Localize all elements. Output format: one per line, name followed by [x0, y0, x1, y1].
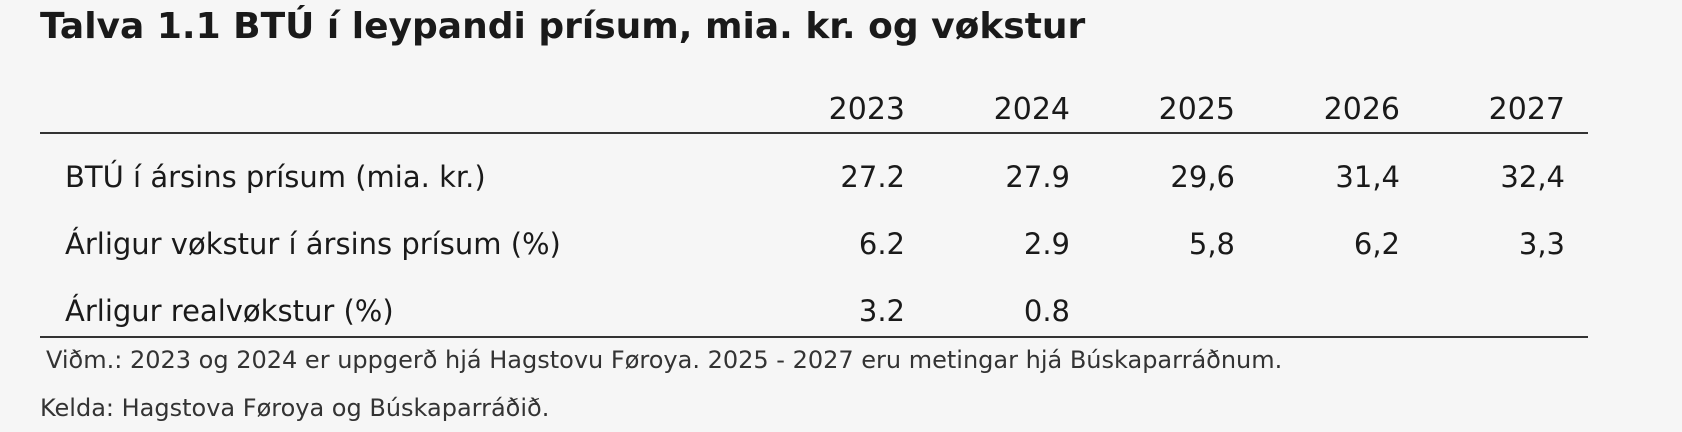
source: Kelda: Hagstova Føroya og Búskaparráðið.: [40, 394, 550, 422]
cell: 3,3: [1518, 227, 1565, 261]
header-rule: [40, 132, 1588, 134]
cell: 31,4: [1335, 160, 1400, 194]
bottom-rule: [40, 336, 1588, 338]
column-header: 2024: [993, 92, 1070, 127]
cell: 27.2: [840, 160, 905, 194]
cell: 29,6: [1170, 160, 1235, 194]
cell: 6.2: [858, 227, 905, 261]
cell: 32,4: [1500, 160, 1565, 194]
column-header: 2027: [1488, 92, 1565, 127]
cell: 5,8: [1188, 227, 1235, 261]
cell: 6,2: [1353, 227, 1400, 261]
cell: 2.9: [1023, 227, 1070, 261]
column-header: 2023: [828, 92, 905, 127]
cell: 27.9: [1005, 160, 1070, 194]
cell: 0.8: [1023, 294, 1070, 328]
cell: 3.2: [858, 294, 905, 328]
row-label: BTÚ í ársins prísum (mia. kr.): [65, 160, 486, 194]
column-header: 2026: [1323, 92, 1400, 127]
table-title: Talva 1.1 BTÚ í leypandi prísum, mia. kr…: [40, 6, 1086, 47]
note: Viðm.: 2023 og 2024 er uppgerð hjá Hagst…: [46, 346, 1283, 374]
column-header: 2025: [1158, 92, 1235, 127]
row-label: Árligur vøkstur í ársins prísum (%): [65, 227, 561, 261]
row-label: Árligur realvøkstur (%): [65, 294, 394, 328]
